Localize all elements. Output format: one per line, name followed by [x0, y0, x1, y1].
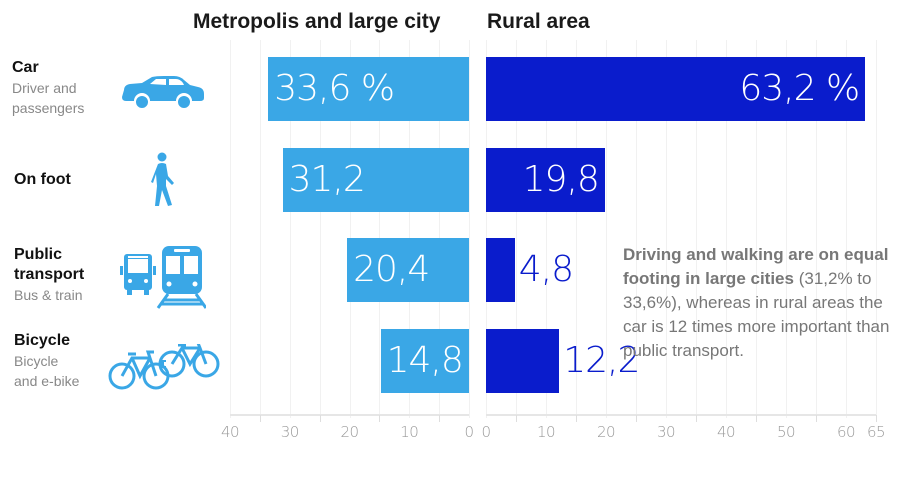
gridline — [666, 40, 667, 418]
category-title: Bicycle — [14, 332, 71, 349]
rural-heading: Rural area — [487, 10, 590, 33]
rural-bar-label: 12,2 — [563, 340, 640, 381]
gridline — [439, 40, 441, 418]
rural-bar[interactable] — [486, 329, 560, 393]
category-subtitle: and e-bike — [14, 373, 80, 389]
metropolis-bar-label: 14,8 — [386, 340, 464, 381]
category-subtitle: Bicycle — [14, 353, 59, 369]
right-axis-tick-label: 40 — [716, 423, 736, 441]
gridline — [230, 40, 231, 418]
axis-tick — [636, 415, 637, 422]
left-axis-tick-label: 20 — [340, 423, 359, 441]
gridline — [876, 40, 877, 418]
category-car: Car Driver and passengers — [12, 58, 84, 118]
category-subtitle: Bus & train — [14, 287, 83, 303]
annotation-bold: Driving and walking are on equal footing… — [623, 245, 889, 288]
rural-bar-label: 63,2 % — [739, 68, 860, 109]
left-axis-line — [230, 414, 469, 416]
gridline — [756, 40, 757, 418]
category-bicycle: Bicycle Bicycle and e-bike — [14, 331, 79, 391]
gridline — [409, 40, 411, 418]
gridline — [516, 40, 517, 418]
gridline — [726, 40, 727, 418]
right-axis-tick-label: 60 — [836, 423, 856, 441]
metropolis-bar-label: 33,6 % — [274, 68, 395, 109]
right-axis-tick-label: 50 — [776, 423, 796, 441]
rural-bar[interactable] — [486, 57, 866, 121]
right-axis-tick-label: 30 — [656, 423, 676, 441]
axis-tick — [379, 415, 381, 422]
gridline — [636, 40, 637, 418]
right-axis-line — [486, 414, 876, 416]
axis-tick — [576, 415, 577, 422]
gridline — [786, 40, 787, 418]
axis-tick — [259, 415, 261, 422]
right-axis-tick-label: 20 — [596, 423, 616, 441]
gridline — [816, 40, 817, 418]
gridline — [319, 40, 321, 418]
gridline — [486, 40, 487, 418]
left-axis-tick-label: 40 — [220, 423, 240, 441]
gridline — [606, 40, 607, 418]
right-axis-tick-label: 65 — [866, 423, 886, 441]
metropolis-heading: Metropolis and large city — [193, 10, 441, 33]
annotation-body: (31,2% to 33,6%), whereas in rural areas… — [623, 269, 890, 360]
gridline — [546, 40, 547, 418]
left-axis-tick-label: 10 — [400, 423, 419, 441]
right-axis-tick-label: 0 — [481, 423, 491, 441]
category-title: Car — [12, 59, 39, 76]
left-axis-tick-label: 0 — [464, 423, 474, 441]
annotation-text: Driving and walking are on equal footing… — [623, 243, 893, 363]
gridline — [469, 40, 470, 418]
category-subtitle: Driver and — [12, 80, 77, 96]
metropolis-bar[interactable] — [380, 329, 469, 393]
metropolis-bar-label: 31,2 — [288, 159, 366, 200]
category-subtitle: passengers — [12, 100, 85, 116]
gridline — [576, 40, 577, 418]
axis-tick — [696, 415, 697, 422]
category-title: transport — [14, 266, 85, 283]
left-axis-tick-label: 30 — [280, 423, 300, 441]
bicycle-ebike-icon — [108, 344, 220, 390]
gridline — [289, 40, 291, 418]
bus-icon — [120, 254, 156, 295]
category-title: Public — [14, 246, 63, 263]
axis-tick — [876, 415, 877, 422]
category-public-transport: Public transport Bus & train — [14, 245, 84, 305]
right-axis-tick-label: 10 — [536, 423, 556, 441]
axis-tick — [439, 415, 441, 422]
axis-tick — [516, 415, 517, 422]
rural-bar[interactable] — [486, 238, 515, 302]
metropolis-bar-label: 20,4 — [353, 249, 430, 290]
metropolis-bar[interactable] — [347, 238, 469, 302]
rural-bar-label: 4,8 — [518, 249, 574, 290]
pedestrian-icon — [151, 152, 174, 206]
bus-train-icon — [120, 246, 206, 309]
car-icon — [122, 76, 204, 110]
category-on-foot: On foot — [14, 170, 71, 190]
axis-tick — [319, 415, 321, 422]
gridline — [379, 40, 381, 418]
train-icon — [156, 246, 206, 309]
rural-bar-label: 19,8 — [522, 159, 600, 200]
gridline — [696, 40, 697, 418]
category-title: On foot — [14, 171, 71, 188]
axis-tick — [756, 415, 757, 422]
gridline — [349, 40, 351, 418]
metropolis-bar[interactable] — [282, 148, 469, 212]
gridline — [846, 40, 847, 418]
gridline — [259, 40, 261, 418]
axis-tick — [816, 415, 817, 422]
rural-bar[interactable] — [486, 148, 605, 212]
metropolis-bar[interactable] — [268, 57, 469, 121]
